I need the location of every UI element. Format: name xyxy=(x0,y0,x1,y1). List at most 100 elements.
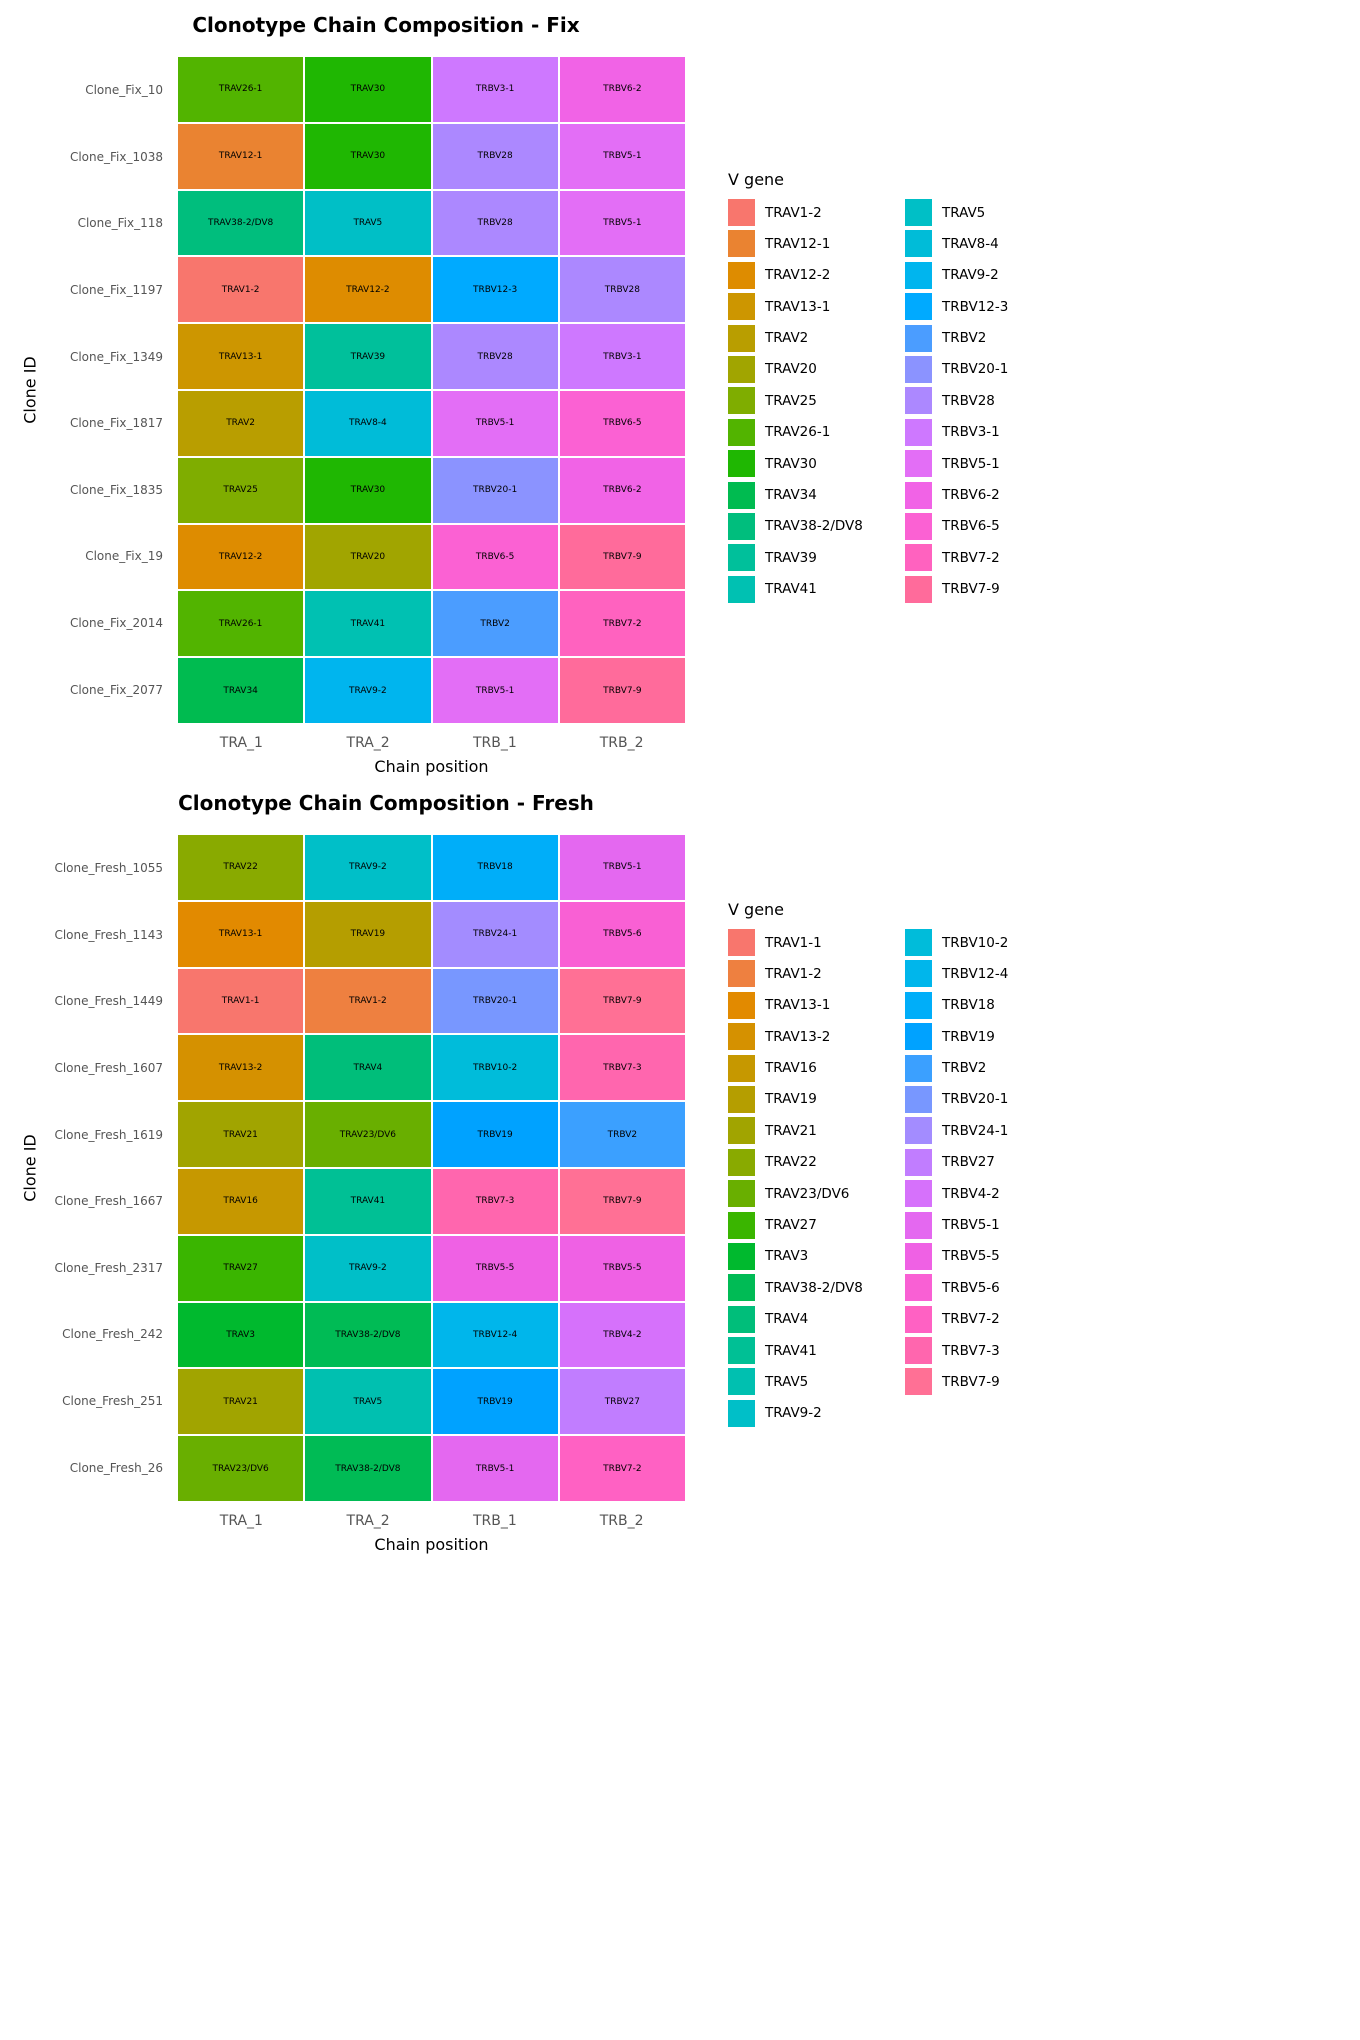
legend-item: TRAV3 xyxy=(728,1242,905,1270)
row-label: Clone_Fix_1835 xyxy=(69,482,163,497)
legend-item: TRAV9-2 xyxy=(905,261,1082,289)
legend-item: TRAV38-2/DV8 xyxy=(728,1274,905,1302)
legend-label: TRAV4 xyxy=(765,1311,809,1328)
row-label: Clone_Fix_1038 xyxy=(69,149,163,164)
legend-swatch xyxy=(905,261,932,289)
legend-swatch xyxy=(728,1180,755,1208)
heatmap-grid: TRAV22 TRAV9-2 TRBV18 TRBV5-1 TRAV13-1 TRAV19… xyxy=(178,835,685,1501)
legend-item: TRAV39 xyxy=(728,544,905,572)
legend-swatch xyxy=(728,1337,755,1365)
heatmap-cell: TRAV20 xyxy=(305,524,431,590)
heatmap-cell: TRBV5-5 xyxy=(559,1235,685,1301)
legend-label: TRAV13-1 xyxy=(765,997,831,1014)
heatmap-cell: TRBV5-1 xyxy=(432,391,558,456)
x-tick-label: TRB_1 xyxy=(472,1513,517,1529)
legend-swatch xyxy=(728,481,755,509)
heatmap-cell: TRBV10-2 xyxy=(432,1035,558,1101)
legend-swatch xyxy=(905,1117,932,1145)
legend-swatch xyxy=(905,1054,932,1082)
legend-swatch xyxy=(728,544,755,572)
heatmap-cell: TRBV7-2 xyxy=(559,591,685,657)
heatmap-cell: TRBV19 xyxy=(432,1102,558,1167)
legend-label: TRAV23/DV6 xyxy=(765,1185,850,1202)
legend-label: TRAV16 xyxy=(765,1060,817,1077)
legend-item: TRBV10-2 xyxy=(905,929,1082,956)
legend-swatch xyxy=(905,293,932,321)
legend-item: TRBV6-2 xyxy=(905,481,1082,509)
x-tick-label: TRA_1 xyxy=(219,735,263,751)
legend-item: TRBV7-2 xyxy=(905,1305,1082,1333)
heatmap-cell: TRAV41 xyxy=(305,591,431,657)
legend-swatch xyxy=(728,1242,755,1270)
x-axis-tick-labels: TRA_1 TRA_2 TRB_1 TRB_2 xyxy=(178,735,685,751)
heatmap-cell: TRAV26-1 xyxy=(178,57,304,122)
heatmap-cell: TRBV6-2 xyxy=(559,57,685,122)
legend-item: TRBV18 xyxy=(905,991,1082,1019)
legend-item: TRBV7-3 xyxy=(905,1337,1082,1365)
legend-label: TRAV19 xyxy=(765,1091,817,1108)
x-tick-label: TRA_2 xyxy=(346,1513,390,1529)
legend-label: TRBV20-1 xyxy=(942,1091,1009,1108)
legend-item: TRAV22 xyxy=(728,1148,905,1176)
legend: V gene TRAV1-1 TRAV1-2 TRAV13-1 TRAV13-2 TRA… xyxy=(728,900,1082,1431)
legend-swatch xyxy=(905,418,932,446)
legend-label: TRAV12-1 xyxy=(765,235,831,252)
heatmap-cell: TRBV4-2 xyxy=(559,1302,685,1368)
heatmap-cell: TRBV7-9 xyxy=(559,524,685,590)
legend-swatch xyxy=(728,418,755,446)
heatmap-cell: TRAV9-2 xyxy=(305,658,431,723)
chart-title: Clonotype Chain Composition - Fresh xyxy=(178,791,594,815)
legend-swatch xyxy=(728,1023,755,1051)
legend-column: TRAV1-1 TRAV1-2 TRAV13-1 TRAV13-2 TRAV16 TRAV… xyxy=(728,929,905,1431)
row-label: Clone_Fix_10 xyxy=(85,83,163,98)
legend-label: TRAV21 xyxy=(765,1122,817,1139)
legend-swatch xyxy=(905,1085,932,1113)
legend-swatch xyxy=(905,199,932,226)
row-label: Clone_Fresh_1607 xyxy=(54,1061,163,1076)
heatmap-cell: TRBV28 xyxy=(559,257,685,323)
legend-label: TRBV2 xyxy=(942,330,987,347)
legend-label: TRBV2 xyxy=(942,1060,987,1077)
heatmap-cell: TRBV28 xyxy=(432,123,558,189)
legend-item: TRAV13-1 xyxy=(728,293,905,321)
heatmap-cell: TRAV3 xyxy=(178,1302,304,1368)
legend-swatch xyxy=(728,1305,755,1333)
row-label: Clone_Fix_1197 xyxy=(69,283,163,298)
legend-item: TRAV41 xyxy=(728,1337,905,1365)
legend-item: TRBV7-9 xyxy=(905,575,1082,603)
chart-fresh: Clonotype Chain Composition - Fresh Clon… xyxy=(0,778,1360,1558)
heatmap-cell: TRBV5-1 xyxy=(432,1436,558,1501)
heatmap-cell: TRAV13-1 xyxy=(178,324,304,389)
y-axis-tick-labels: Clone_Fix_10 Clone_Fix_1038 Clone_Fix_118 C… xyxy=(0,57,163,723)
row-label: Clone_Fix_118 xyxy=(77,216,163,231)
heatmap-cell: TRBV7-3 xyxy=(559,1035,685,1101)
legend-label: TRBV10-2 xyxy=(942,934,1009,951)
heatmap-cell: TRBV27 xyxy=(559,1369,685,1435)
legend-label: TRBV18 xyxy=(942,997,995,1014)
heatmap-cell: TRAV34 xyxy=(178,658,304,723)
legend-item: TRBV5-1 xyxy=(905,1211,1082,1239)
row-label: Clone_Fresh_1449 xyxy=(54,994,163,1009)
legend-item: TRAV13-1 xyxy=(728,991,905,1019)
heatmap-cell: TRBV5-1 xyxy=(559,123,685,189)
chart-fix: Clonotype Chain Composition - Fix Clone … xyxy=(0,0,1360,780)
legend-item: TRAV12-1 xyxy=(728,230,905,258)
legend-swatch xyxy=(905,512,932,540)
legend-label: TRAV30 xyxy=(765,455,817,472)
legend-swatch xyxy=(728,929,755,956)
legend-swatch xyxy=(905,991,932,1019)
heatmap-cell: TRBV7-3 xyxy=(432,1169,558,1234)
heatmap-cell: TRBV7-9 xyxy=(559,968,685,1034)
legend-item: TRBV6-5 xyxy=(905,512,1082,540)
legend-item: TRAV27 xyxy=(728,1211,905,1239)
legend-item: TRAV5 xyxy=(728,1368,905,1396)
legend-label: TRAV12-2 xyxy=(765,267,831,284)
legend-swatch xyxy=(728,355,755,383)
legend-item: TRBV4-2 xyxy=(905,1180,1082,1208)
heatmap-cell: TRAV21 xyxy=(178,1102,304,1167)
legend-item: TRAV9-2 xyxy=(728,1399,905,1427)
heatmap-cell: TRAV9-2 xyxy=(305,835,431,900)
legend-label: TRAV41 xyxy=(765,581,817,598)
legend-item: TRBV12-3 xyxy=(905,293,1082,321)
legend-label: TRAV5 xyxy=(942,204,986,221)
